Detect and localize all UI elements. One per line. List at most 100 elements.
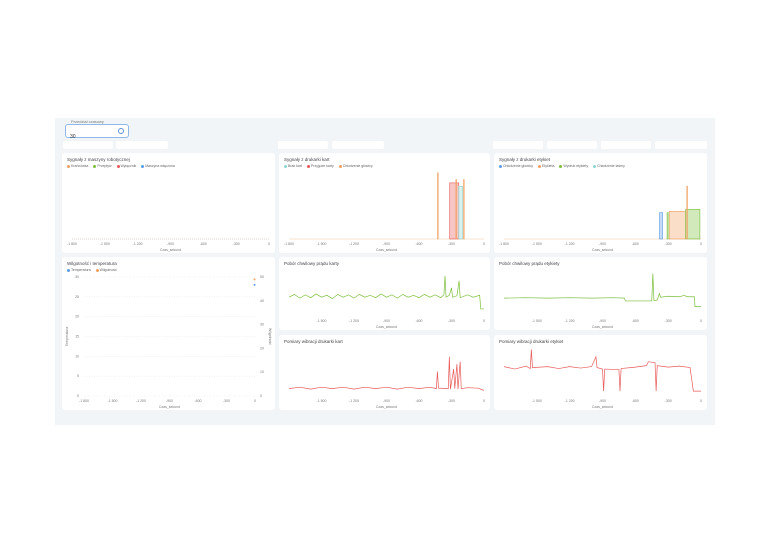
x-tick-label: -600	[632, 399, 639, 403]
legend-item[interactable]: Wilgotność	[95, 268, 117, 272]
y2-tick-label: 30	[260, 323, 264, 327]
legend-item[interactable]: Etykieta	[537, 164, 554, 168]
legend-label: Maszyna włączona	[145, 164, 175, 168]
legend-label: Przyjęcie karty	[311, 164, 334, 168]
chart-plot: -1 800 -1 500 -1 200 -900 -600 -300 0 Czas_seku…	[284, 172, 485, 252]
series-line[interactable]	[288, 356, 484, 391]
x-tick-label: -300	[448, 319, 455, 323]
signal-interval[interactable]	[463, 179, 465, 240]
x-tick-label: -900	[599, 319, 606, 323]
legend-item[interactable]: Chłodzenie taśmy	[593, 164, 625, 168]
y2-tick-label: 20	[260, 346, 264, 350]
x-tick-label: -1 500	[100, 242, 110, 246]
series-line[interactable]	[503, 273, 701, 307]
y-tick-label: 20	[75, 315, 79, 319]
series-line[interactable]	[288, 276, 484, 310]
chart-card-c2: Sygnały z drukarki kart Brak kart Przyjęci…	[279, 153, 490, 253]
signal-interval[interactable]	[449, 182, 460, 240]
legend-item[interactable]: Krańcówka	[67, 164, 88, 168]
x-tick-label: -300	[665, 399, 672, 403]
data-point[interactable]	[253, 278, 256, 281]
signal-interval[interactable]	[659, 212, 663, 240]
x-tick-label: -900	[383, 399, 390, 403]
legend-item[interactable]: Wydruk etykiety	[559, 164, 588, 168]
legend-swatch	[95, 268, 99, 272]
legend-swatch	[67, 268, 70, 272]
chart-title: Pomiary wibracji drukarki etykiet	[499, 339, 564, 344]
summary-card	[493, 141, 543, 149]
legend-swatch	[284, 164, 287, 168]
x-tick-label: -1 500	[108, 399, 118, 403]
chart-title: Wilgotność i temperatura	[67, 261, 117, 266]
legend-swatch	[67, 164, 70, 168]
legend-label: Brak kart	[288, 164, 303, 168]
chart-plot: -1 500 -1 200 -900 -600 -300 0 Czas_sekund	[503, 349, 702, 409]
summary-card	[116, 141, 168, 149]
legend-label: Chłodzenie taśmy	[597, 164, 625, 168]
chart-legend: Temperatura Wilgotność	[67, 268, 117, 272]
signal-interval[interactable]	[455, 179, 457, 240]
y2-axis-label: Wilgotność	[268, 328, 272, 345]
clock-icon[interactable]	[118, 128, 124, 134]
legend-item[interactable]: Przepływ	[93, 164, 112, 168]
x-tick-label: -1 500	[317, 242, 327, 246]
legend-item[interactable]: Wyłącznik	[116, 164, 136, 168]
x-axis-label: Czas_sekund	[376, 248, 397, 252]
x-tick-label: 0	[700, 399, 702, 403]
signal-interval[interactable]	[686, 185, 688, 240]
x-tick-label: -600	[632, 319, 639, 323]
x-tick-label: -900	[167, 242, 174, 246]
data-point[interactable]	[253, 283, 256, 286]
x-tick-label: -900	[166, 399, 173, 403]
x-tick-label: 0	[254, 399, 256, 403]
summary-card	[601, 141, 651, 149]
y-tick-label: 10	[75, 354, 79, 358]
x-tick-label: -1 500	[532, 242, 542, 246]
legend-item[interactable]: Przyjęcie karty	[307, 164, 334, 168]
chart-plot: -1 800 -1 500 -1 200 -900 -600 -300 0 Czas_seku…	[65, 275, 272, 409]
x-axis-label: Czas_sekund	[592, 248, 613, 252]
x-tick-label: 0	[483, 399, 485, 403]
chart-title: Sygnały z maszyny robotycznej	[67, 157, 130, 162]
x-tick-label: -1 500	[317, 399, 327, 403]
x-tick-label: -600	[415, 242, 422, 246]
x-tick-label: 0	[483, 319, 485, 323]
x-axis-label: Czas_sekund	[376, 325, 397, 329]
x-tick-label: -1 200	[565, 242, 575, 246]
y-axis-label: Temperatura	[65, 327, 69, 347]
legend-swatch	[307, 164, 311, 168]
signal-interval[interactable]	[437, 172, 439, 240]
chart-card-c7: Pomiary wibracji drukarki kart -1 500 -1 2…	[279, 335, 490, 410]
x-tick-label: -900	[599, 399, 606, 403]
chart-card-c6: Pobór chwilowy prądu etykiety -1 500 -1 20…	[494, 257, 707, 330]
x-tick-label: 0	[268, 242, 270, 246]
time-range-input[interactable]	[70, 134, 110, 140]
legend-item[interactable]: Temperatura	[67, 268, 91, 272]
legend-swatch	[141, 164, 145, 168]
signal-interval[interactable]	[666, 212, 669, 240]
legend-item[interactable]: Brak kart	[284, 164, 302, 168]
x-axis-label: Czas_sekund	[376, 405, 397, 409]
x-tick-label: -1 500	[317, 319, 327, 323]
legend-item[interactable]: Maszyna włączona	[141, 164, 175, 168]
summary-card	[278, 141, 328, 149]
x-tick-label: -1 200	[565, 399, 575, 403]
legend-item[interactable]: Chłodzenie głowicy	[499, 164, 533, 168]
signal-interval[interactable]	[685, 208, 701, 240]
legend-swatch	[499, 164, 502, 168]
chart-plot: -1 500 -1 200 -900 -600 -300 0 Czas_sekund	[288, 356, 485, 409]
legend-label: Przepływ	[97, 164, 112, 168]
signal-interval[interactable]	[668, 210, 686, 240]
time-range-label: Przedział czasowy	[70, 119, 105, 124]
legend-item[interactable]: Chłodzenie głowicy	[338, 164, 373, 168]
x-tick-label: -600	[415, 319, 422, 323]
x-axis-label: Czas_sekund	[592, 405, 613, 409]
signal-interval[interactable]	[458, 185, 464, 240]
time-range-field[interactable]: Przedział czasowy	[65, 119, 129, 140]
series-line[interactable]	[503, 349, 701, 392]
chart-plot: -1 500 -1 200 -900 -600 -300 0 Czas_sekund	[503, 273, 702, 329]
x-tick-label: -300	[665, 242, 672, 246]
legend-label: Wilgotność	[99, 268, 117, 272]
x-tick-label: -1 200	[349, 399, 359, 403]
x-tick-label: -600	[632, 242, 639, 246]
